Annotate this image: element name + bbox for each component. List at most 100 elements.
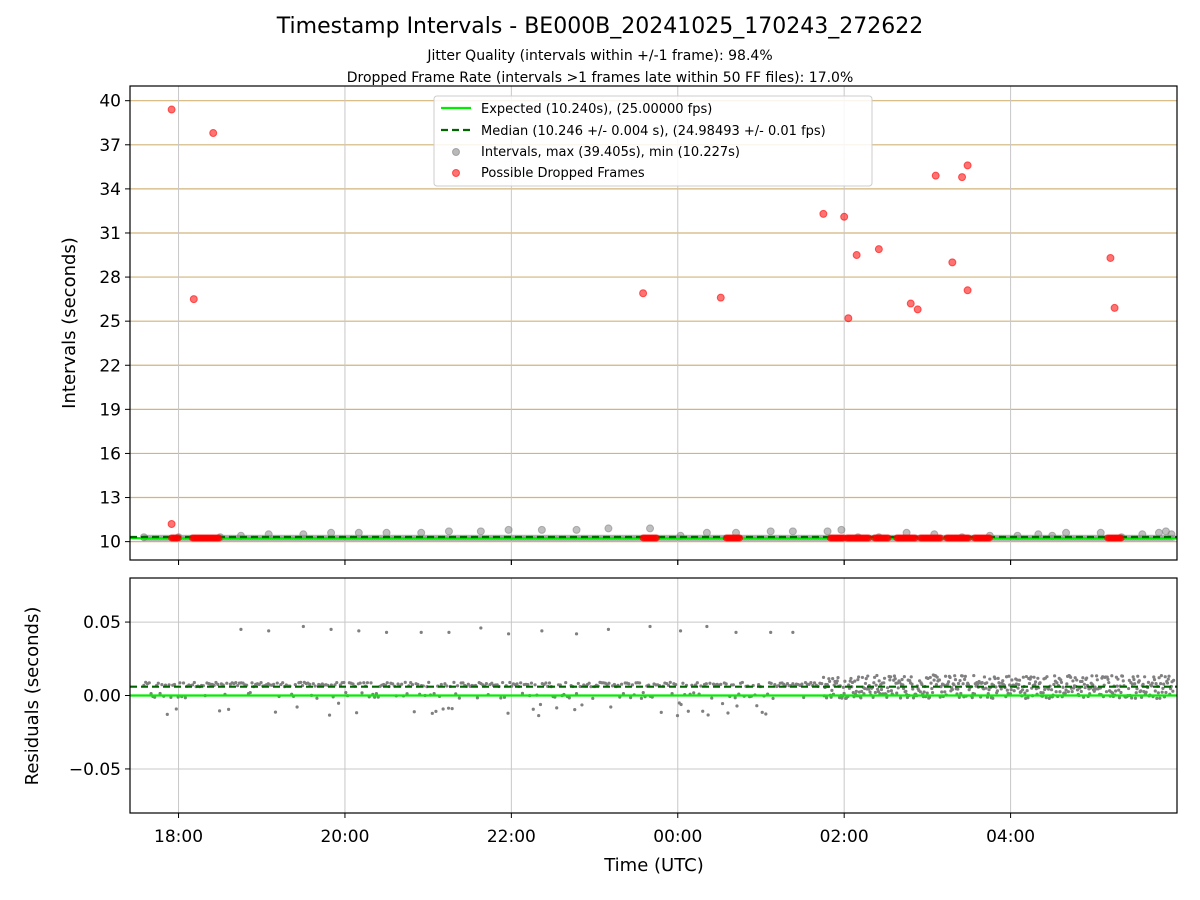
residual-point: [993, 676, 997, 681]
residual-point: [430, 711, 434, 715]
x-tick-label: 18:00: [154, 827, 203, 847]
residual-point: [764, 712, 768, 716]
residual-point: [1133, 696, 1138, 700]
residual-point: [885, 695, 889, 700]
dropped-frame-point: [906, 299, 915, 308]
residual-point: [701, 709, 705, 713]
residual-point: [281, 681, 285, 685]
residual-point: [860, 675, 865, 680]
dropped-frame-cluster-point: [986, 534, 994, 542]
residual-point: [445, 684, 449, 688]
residual-point: [248, 690, 252, 695]
residual-point: [457, 696, 461, 700]
residual-point: [1071, 679, 1075, 683]
residual-point: [1160, 690, 1164, 694]
residual-outlier-point: [791, 630, 795, 634]
residual-point: [1052, 682, 1056, 687]
residual-point: [733, 696, 737, 700]
residual-outlier-point: [769, 630, 773, 634]
residual-outlier-point: [734, 630, 738, 634]
intervals-y-axis-label: Intervals (seconds): [59, 237, 80, 409]
residual-point: [589, 685, 593, 689]
residual-point: [681, 681, 685, 685]
residual-point: [1110, 674, 1114, 678]
residual-point: [892, 674, 897, 678]
residual-point: [1070, 690, 1074, 694]
residual-point: [1092, 689, 1096, 693]
residuals-data: [130, 624, 1177, 718]
residual-point: [1158, 696, 1162, 700]
residual-point: [695, 681, 699, 685]
interval-point: [1096, 528, 1105, 537]
residual-point: [1134, 691, 1138, 695]
residual-point: [953, 677, 958, 682]
residual-point: [1143, 675, 1147, 679]
residual-point: [149, 691, 153, 696]
residuals-y-tick-label: −0.05: [69, 760, 121, 780]
legend-box: [433, 95, 873, 187]
residual-point: [902, 675, 906, 679]
residual-point: [1131, 675, 1135, 679]
residual-point: [612, 682, 616, 687]
residual-point: [533, 683, 537, 687]
dropped-frame-point: [209, 129, 218, 138]
residual-point: [886, 689, 890, 693]
residual-point: [1026, 696, 1030, 700]
residual-point: [843, 679, 847, 683]
residual-point: [959, 691, 963, 696]
residual-point: [987, 688, 991, 692]
residual-point: [1046, 687, 1051, 691]
residual-point: [641, 690, 645, 695]
dropped-frame-point: [958, 173, 967, 182]
residual-point: [508, 680, 512, 685]
residual-point: [439, 682, 443, 687]
residual-point: [882, 676, 887, 680]
residual-point: [183, 696, 187, 700]
residual-point: [785, 681, 790, 686]
residual-point: [1079, 689, 1083, 694]
residual-point: [475, 696, 479, 700]
residual-point: [988, 677, 992, 681]
residual-point: [1172, 678, 1176, 682]
residual-point: [885, 686, 890, 690]
dropped-frame-cluster-point: [964, 534, 972, 542]
residual-point: [1141, 682, 1145, 686]
residual-point: [627, 682, 631, 686]
residual-point: [724, 682, 728, 686]
residual-point: [1006, 691, 1010, 696]
residual-point: [327, 713, 332, 717]
residual-point: [686, 709, 690, 713]
residual-point: [963, 677, 967, 681]
residual-point: [410, 683, 415, 687]
intervals-y-tick-label: 31: [99, 224, 121, 244]
residual-point: [675, 714, 680, 718]
residual-point: [1044, 696, 1048, 700]
residual-point: [1133, 682, 1137, 686]
legend-dropped-label: Possible Dropped Frames: [481, 166, 645, 181]
residual-point: [1032, 675, 1036, 679]
residual-point: [911, 687, 915, 691]
residuals-y-axis-label: Residuals (seconds): [22, 607, 43, 786]
residual-point: [236, 684, 240, 688]
residual-outlier-point: [447, 630, 451, 634]
residual-point: [1135, 687, 1139, 691]
residual-point: [1081, 676, 1085, 680]
residual-point: [972, 673, 976, 678]
x-tick-label: 02:00: [820, 827, 869, 847]
residual-point: [169, 695, 173, 700]
residual-point: [434, 709, 438, 714]
x-axis-label: Time (UTC): [603, 855, 704, 876]
residual-point: [1149, 684, 1154, 688]
residual-point: [1161, 686, 1165, 690]
residual-point: [896, 686, 900, 690]
dropped-frame-cluster-point: [652, 534, 660, 542]
residual-point: [860, 689, 864, 694]
intervals-grid: [130, 86, 1177, 560]
dropped-frame-point: [189, 295, 198, 304]
residual-point: [607, 681, 611, 685]
residual-point: [1119, 690, 1123, 695]
residual-point: [1001, 679, 1005, 683]
intervals-y-tick-label: 13: [99, 489, 121, 509]
residual-point: [1154, 682, 1158, 686]
residual-point: [564, 681, 568, 685]
